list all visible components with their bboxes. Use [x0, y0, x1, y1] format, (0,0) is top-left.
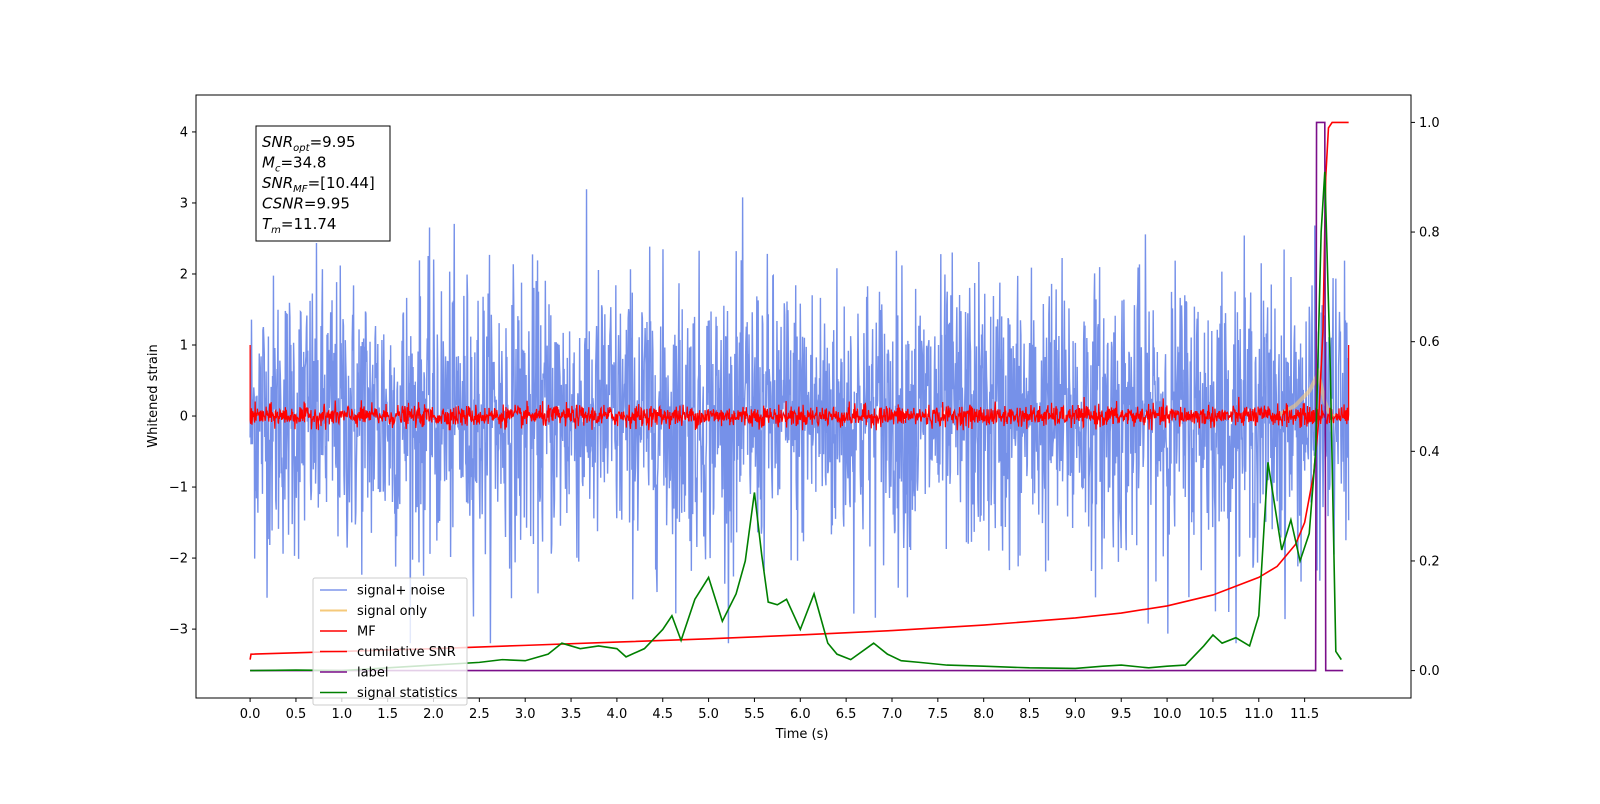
y-tick-label: 4	[180, 125, 188, 140]
y-tick-label: 0	[180, 410, 188, 425]
legend-label-cumilative-snr: cumilative SNR	[357, 645, 456, 660]
y2-tick-label: 0.4	[1419, 445, 1440, 460]
legend-label-label: label	[357, 666, 388, 681]
x-tick-label: 1.5	[377, 707, 398, 722]
x-tick-label: 8.0	[973, 707, 994, 722]
x-axis: 0.0 0.5 1.0 1.5 2.0 2.5 3.0 3.5 4.0 4.5 5.0 5.5 6.0 6…	[240, 698, 1319, 722]
x-tick-label: 11.0	[1244, 707, 1273, 722]
legend-label-signal-statistics: signal statistics	[357, 686, 458, 701]
x-tick-label: 7.0	[882, 707, 903, 722]
legend-label-signal-only: signal only	[357, 604, 427, 619]
y-axis-label: Whitened strain	[146, 344, 161, 447]
x-tick-label: 2.0	[423, 707, 444, 722]
x-tick-label: 6.0	[790, 707, 811, 722]
series-signal-noise	[249, 189, 1350, 644]
x-tick-label: 8.5	[1019, 707, 1040, 722]
y2-tick-label: 0.8	[1419, 226, 1440, 241]
annotation-line: CSNR=9.95	[262, 195, 350, 213]
x-tick-label: 0.0	[240, 707, 261, 722]
annotation-frame	[255, 125, 391, 242]
x-tick-label: 2.5	[469, 707, 490, 722]
legend-label-signal-noise: signal+ noise	[357, 584, 445, 599]
x-tick-label: 5.5	[744, 707, 765, 722]
x-tick-label: 0.5	[286, 707, 307, 722]
x-tick-label: 3.5	[561, 707, 582, 722]
right-y-axis: 0.0 0.2 0.4 0.6 0.8 1.0	[1411, 116, 1440, 679]
annotation-line: Tm=11.74	[262, 215, 336, 236]
y-tick-label: 2	[180, 267, 188, 282]
y-tick-label: −1	[169, 481, 188, 496]
x-tick-label: 10.0	[1153, 707, 1182, 722]
x-tick-label: 1.0	[331, 707, 352, 722]
x-tick-label: 4.0	[607, 707, 628, 722]
y-tick-label: −3	[169, 623, 188, 638]
y2-tick-label: 0.2	[1419, 554, 1440, 569]
legend-label-mf: MF	[357, 625, 376, 640]
x-tick-label: 6.5	[836, 707, 857, 722]
x-tick-label: 5.0	[698, 707, 719, 722]
legend: signal+ noise signal only MF cumilative SNR…	[312, 577, 468, 706]
series-cumilative-snr	[249, 121, 1349, 660]
y-tick-label: −2	[169, 552, 188, 567]
y2-tick-label: 0.6	[1419, 335, 1440, 350]
annotation-line: Mc=34.8	[262, 154, 326, 175]
x-tick-label: 10.5	[1198, 707, 1227, 722]
legend-frame	[312, 577, 468, 706]
series-layer	[249, 121, 1350, 672]
annotation-line: SNRopt=9.95	[262, 133, 356, 154]
x-tick-label: 11.5	[1290, 707, 1319, 722]
y-tick-label: 3	[180, 196, 188, 211]
y2-tick-label: 0.0	[1419, 664, 1440, 679]
x-tick-label: 9.5	[1111, 707, 1132, 722]
x-axis-label: Time (s)	[775, 727, 829, 742]
plot-frame	[195, 94, 1412, 699]
series-label	[250, 121, 1344, 672]
y2-tick-label: 1.0	[1419, 116, 1440, 131]
x-tick-label: 3.0	[515, 707, 536, 722]
x-tick-label: 9.0	[1065, 707, 1086, 722]
y-tick-label: 1	[180, 339, 188, 354]
series-signal-statistics	[250, 171, 1342, 672]
series-mf	[249, 345, 1350, 431]
x-tick-label: 4.5	[652, 707, 673, 722]
annotation-line: SNRMF=[10.44]	[262, 174, 375, 195]
annotation-box: SNRopt=9.95Mc=34.8SNRMF=[10.44]CSNR=9.95…	[255, 125, 391, 242]
left-y-axis: −3 −2 −1 0 1 2 3 4	[169, 125, 196, 638]
x-tick-label: 7.5	[927, 707, 948, 722]
